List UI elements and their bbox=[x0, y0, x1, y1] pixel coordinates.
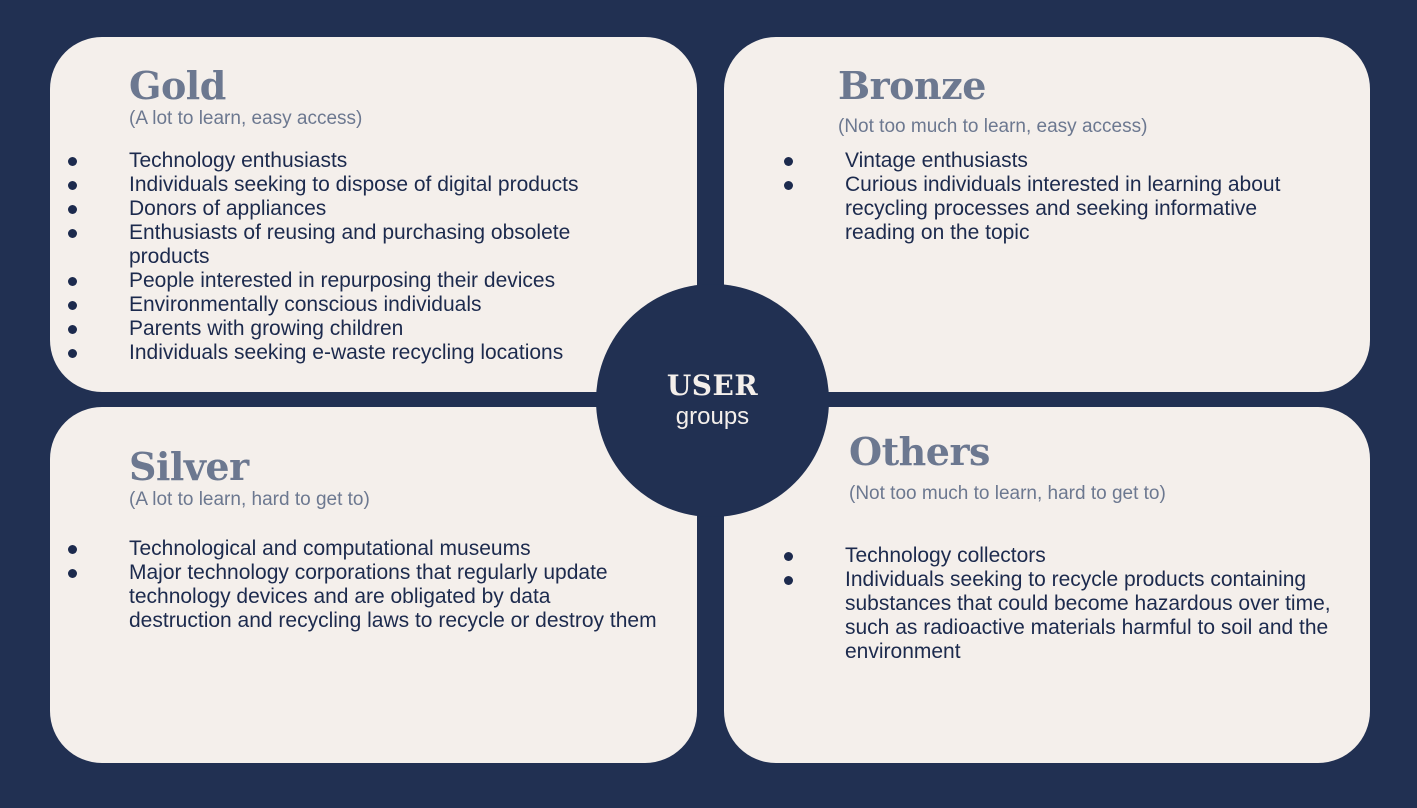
bullet-icon bbox=[784, 157, 793, 166]
bullet-icon bbox=[68, 545, 77, 554]
list-item: Technology collectors bbox=[784, 544, 1345, 568]
list-item-text: Vintage enthusiasts bbox=[845, 149, 1028, 172]
list-item: Major technology corporations that regul… bbox=[68, 561, 659, 633]
list-item-text: Major technology corporations that regul… bbox=[129, 561, 657, 632]
bullet-icon bbox=[68, 157, 77, 166]
quadrant-subtitle: (A lot to learn, hard to get to) bbox=[129, 489, 370, 510]
list-item: Curious individuals interested in learni… bbox=[784, 173, 1325, 245]
quadrant-subtitle: (A lot to learn, easy access) bbox=[129, 108, 363, 129]
bullet-icon bbox=[68, 205, 77, 214]
list-item: Individuals seeking to dispose of digita… bbox=[68, 173, 649, 197]
list-item-text: Parents with growing children bbox=[129, 317, 404, 340]
quadrant-silver: Silver (A lot to learn, hard to get to) … bbox=[50, 407, 697, 763]
list-item-text: Donors of appliances bbox=[129, 197, 327, 220]
quadrant-title: Bronze bbox=[838, 63, 986, 108]
bullet-icon bbox=[68, 569, 77, 578]
list-item: Individuals seeking e-waste recycling lo… bbox=[68, 341, 649, 365]
list-item: Technology enthusiasts bbox=[68, 149, 649, 173]
bullet-icon bbox=[68, 277, 77, 286]
list-item-text: Technology collectors bbox=[845, 544, 1046, 567]
center-subtitle: groups bbox=[675, 403, 750, 430]
bullet-icon bbox=[68, 325, 77, 334]
list-item-text: Curious individuals interested in learni… bbox=[845, 173, 1281, 244]
list-item: Technological and computational museums bbox=[68, 537, 659, 561]
list-item: People interested in repurposing their d… bbox=[68, 269, 649, 293]
list-item: Vintage enthusiasts bbox=[784, 149, 1325, 173]
center-circle: USER groups bbox=[596, 284, 829, 517]
quadrant-gold: Gold (A lot to learn, easy access) Techn… bbox=[50, 37, 697, 392]
list-item-text: Environmentally conscious individuals bbox=[129, 293, 482, 316]
bullet-icon bbox=[784, 181, 793, 190]
list-item: Enthusiasts of reusing and purchasing ob… bbox=[68, 221, 649, 269]
quadrant-others: Others (Not too much to learn, hard to g… bbox=[724, 407, 1370, 763]
quadrant-subtitle: (Not too much to learn, hard to get to) bbox=[849, 483, 1166, 504]
quadrant-bronze: Bronze (Not too much to learn, easy acce… bbox=[724, 37, 1370, 392]
quadrant-subtitle: (Not too much to learn, easy access) bbox=[838, 116, 1148, 137]
list-item: Individuals seeking to recycle products … bbox=[784, 568, 1345, 664]
quadrant-title: Silver bbox=[129, 444, 249, 489]
list-item: Donors of appliances bbox=[68, 197, 649, 221]
list-item-text: Technology enthusiasts bbox=[129, 149, 348, 172]
quadrant-title: Gold bbox=[129, 63, 226, 108]
list-item-text: People interested in repurposing their d… bbox=[129, 269, 556, 292]
list-item-text: Technological and computational museums bbox=[129, 537, 531, 560]
list-item-text: Individuals seeking e-waste recycling lo… bbox=[129, 341, 564, 364]
list-item-text: Enthusiasts of reusing and purchasing ob… bbox=[129, 221, 571, 268]
bullet-icon bbox=[784, 576, 793, 585]
list-item-text: Individuals seeking to recycle products … bbox=[845, 568, 1331, 663]
bullet-icon bbox=[68, 181, 77, 190]
bullet-icon bbox=[784, 552, 793, 561]
user-list: Technology enthusiasts Individuals seekin… bbox=[68, 149, 649, 365]
bullet-icon bbox=[68, 301, 77, 310]
list-item: Parents with growing children bbox=[68, 317, 649, 341]
list-item-text: Individuals seeking to dispose of digita… bbox=[129, 173, 579, 196]
center-title: USER bbox=[666, 369, 759, 402]
bullet-icon bbox=[68, 229, 77, 238]
bullet-icon bbox=[68, 349, 77, 358]
quadrant-title: Others bbox=[849, 429, 990, 474]
user-list: Vintage enthusiasts Curious individuals i… bbox=[784, 149, 1325, 245]
user-list: Technological and computational museums M… bbox=[68, 537, 659, 633]
list-item: Environmentally conscious individuals bbox=[68, 293, 649, 317]
user-list: Technology collectors Individuals seeking… bbox=[784, 544, 1345, 664]
